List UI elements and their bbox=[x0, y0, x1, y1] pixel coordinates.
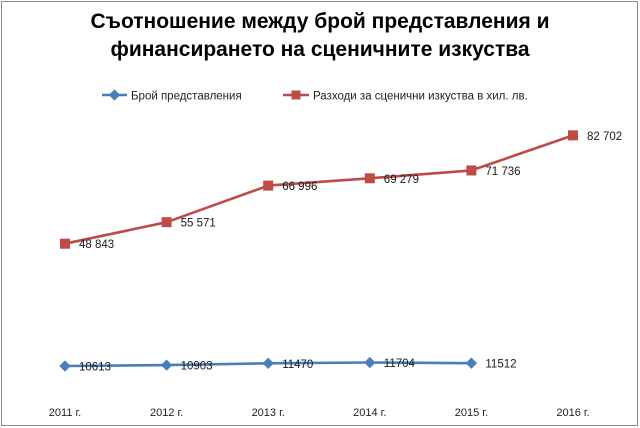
legend-label-performances: Брой представления bbox=[131, 91, 242, 103]
data-label-expenses: 48 843 bbox=[79, 239, 114, 251]
data-label-expenses: 55 571 bbox=[181, 218, 216, 230]
x-tick-label: 2015 г. bbox=[455, 407, 488, 419]
data-point-expenses bbox=[263, 180, 274, 191]
chart-title-line-2: финансирането на сценичните изкуства bbox=[110, 38, 530, 61]
data-label-performances: 10903 bbox=[181, 361, 213, 373]
data-point-performances bbox=[465, 357, 478, 369]
x-tick-label: 2011 г. bbox=[49, 407, 81, 419]
data-label-expenses: 69 279 bbox=[384, 174, 419, 186]
chart-title-line-1: Съотношение между брой представления и bbox=[90, 10, 550, 33]
legend-marker-expenses bbox=[291, 90, 301, 100]
series-line-expenses bbox=[64, 134, 574, 245]
data-point-expenses bbox=[364, 173, 375, 184]
data-point-expenses bbox=[568, 130, 578, 141]
legend: Брой представления Разходи за сценични и… bbox=[102, 89, 528, 103]
data-point-performances bbox=[364, 356, 376, 369]
legend-item-expenses: Разходи за сценични изкуства в хил. лв. bbox=[283, 90, 528, 103]
data-label-expenses: 82 702 bbox=[587, 131, 622, 143]
data-point-expenses bbox=[161, 217, 172, 228]
data-label-performances: 10613 bbox=[79, 362, 111, 374]
x-tick-label: 2012 г. bbox=[150, 407, 183, 419]
data-point-performances bbox=[59, 360, 71, 372]
data-label-expenses: 71 736 bbox=[485, 166, 520, 178]
data-label-expenses: 66 996 bbox=[282, 181, 317, 193]
data-point-expenses bbox=[60, 238, 70, 249]
data-label-performances: 11704 bbox=[384, 358, 416, 370]
x-tick-label: 2014 г. bbox=[353, 407, 386, 419]
data-point-performances bbox=[160, 359, 173, 371]
x-axis: 2011 г. 2012 г. 2013 г. 2014 г. 2015 г. 2016 … bbox=[49, 407, 590, 419]
data-label-performances: 11512 bbox=[485, 359, 516, 371]
data-point-expenses bbox=[466, 165, 477, 176]
x-tick-label: 2013 г. bbox=[252, 407, 285, 419]
legend-marker-performances bbox=[108, 89, 121, 101]
legend-label-expenses: Разходи за сценични изкуства в хил. лв. bbox=[313, 91, 528, 103]
chart-title: Съотношение между брой представления и ф… bbox=[0, 8, 640, 64]
x-tick-label: 2016 г. bbox=[556, 407, 589, 419]
legend-item-performances: Брой представления bbox=[102, 89, 242, 103]
data-point-performances bbox=[262, 357, 274, 369]
data-label-performances: 11470 bbox=[282, 359, 313, 371]
plot-area: 10613 10903 11470 11704 11512 48 843 55 571 66 … bbox=[59, 130, 622, 374]
